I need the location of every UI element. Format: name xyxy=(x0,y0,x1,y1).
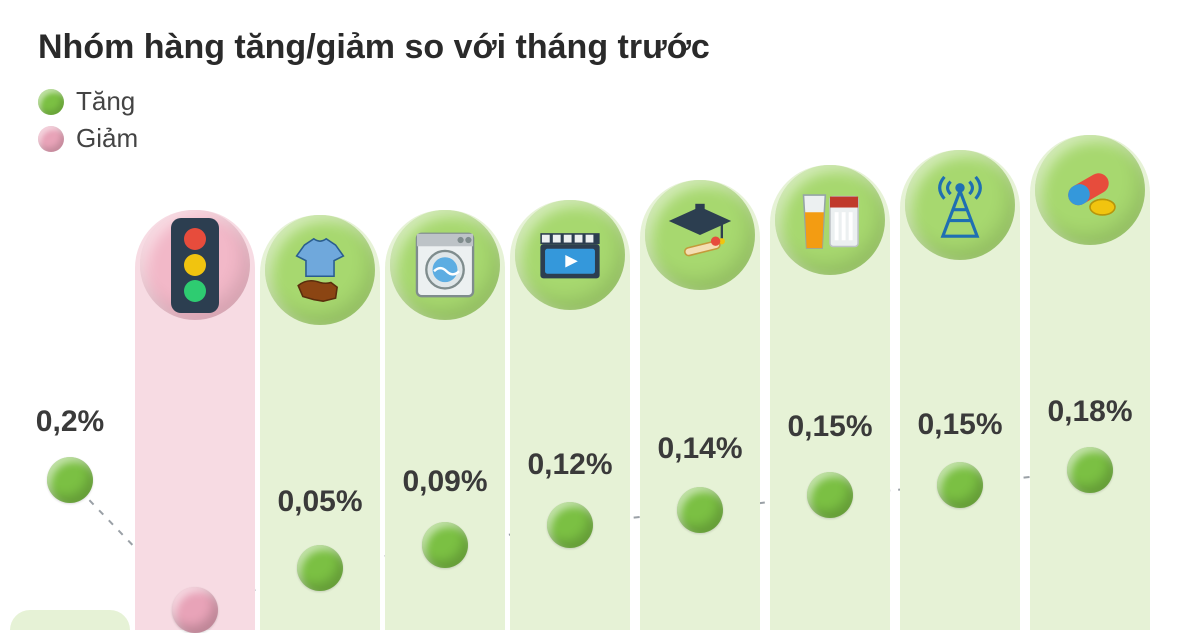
category-icon-circle xyxy=(1035,135,1145,245)
washer-icon xyxy=(406,226,484,304)
data-dot xyxy=(422,522,468,568)
category-icon-circle xyxy=(905,150,1015,260)
education-icon xyxy=(661,196,739,274)
traffic-light-icon xyxy=(171,218,219,313)
category-icon-circle xyxy=(390,210,500,320)
value-label: 0,18% xyxy=(1025,395,1155,429)
media-icon xyxy=(531,216,609,294)
category-icon-circle xyxy=(265,215,375,325)
value-label: 0,09% xyxy=(380,465,510,499)
value-label: 0,2% xyxy=(5,405,135,439)
data-dot xyxy=(677,487,723,533)
category-icon-circle xyxy=(140,210,250,320)
data-dot xyxy=(807,472,853,518)
telecom-icon xyxy=(921,166,999,244)
value-label: 0,15% xyxy=(765,410,895,444)
data-dot xyxy=(547,502,593,548)
medicine-icon xyxy=(1051,151,1129,229)
data-dot xyxy=(297,545,343,591)
category-icon-circle xyxy=(515,200,625,310)
value-label: 0,14% xyxy=(635,432,765,466)
data-dot xyxy=(172,587,218,633)
value-label: 0,05% xyxy=(255,485,385,519)
clothes-icon xyxy=(281,231,359,309)
food-drink-icon xyxy=(791,181,869,259)
category-bar xyxy=(10,610,130,630)
chart-area: 0,2% 0,05% 0,09% 0,12% xyxy=(0,0,1200,630)
data-dot xyxy=(937,462,983,508)
data-dot xyxy=(1067,447,1113,493)
data-dot xyxy=(47,457,93,503)
category-icon-circle xyxy=(645,180,755,290)
value-label: 0,12% xyxy=(505,448,635,482)
category-icon-circle xyxy=(775,165,885,275)
value-label: 0,15% xyxy=(895,408,1025,442)
